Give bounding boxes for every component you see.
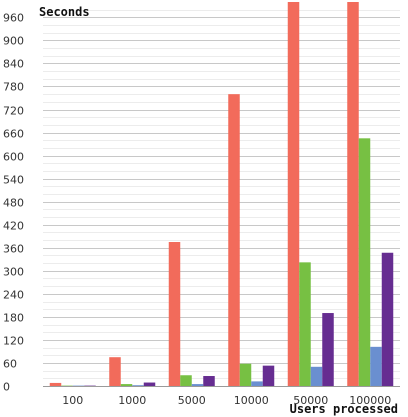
bar-series-3-10000 xyxy=(251,381,263,386)
y-tick-label: 180 xyxy=(3,312,24,325)
y-tick-label: 300 xyxy=(3,266,24,279)
x-tick-label: 100000 xyxy=(349,394,391,407)
y-tick-label: 900 xyxy=(3,35,24,48)
x-tick-label: 1000 xyxy=(118,394,146,407)
x-tick-label: 10000 xyxy=(234,394,269,407)
bar-series-3-100000 xyxy=(370,346,382,386)
bar-series-1-5000 xyxy=(168,242,181,386)
y-tick-label: 420 xyxy=(3,220,24,233)
y-axis-title: Seconds xyxy=(39,5,90,19)
bar-series-3-5000 xyxy=(191,384,204,386)
gridlines xyxy=(43,10,400,379)
y-tick-label: 480 xyxy=(3,197,24,210)
bar-series-2-1000 xyxy=(120,384,133,386)
bar-series-4-50000 xyxy=(322,313,334,386)
y-tick-label: 540 xyxy=(3,174,24,187)
bars xyxy=(49,2,394,387)
bar-series-4-100000 xyxy=(381,252,394,386)
x-tick-labels: 100 1000 5000 10000 50000 100000 xyxy=(62,394,391,407)
bar-series-1-100000 xyxy=(347,2,359,386)
bar-series-2-5000 xyxy=(180,375,192,386)
x-tick-label: 100 xyxy=(62,394,83,407)
bar-series-3-1000 xyxy=(132,385,144,387)
x-tick-label: 5000 xyxy=(178,394,206,407)
y-tick-label: 840 xyxy=(3,58,24,71)
bar-series-4-5000 xyxy=(203,376,215,386)
y-tick-label: 60 xyxy=(3,358,17,371)
y-tick-label: 0 xyxy=(3,381,10,394)
y-tick-label: 960 xyxy=(3,12,24,25)
y-tick-labels: 0 60 120 180 240 300 360 420 480 540 600 660 720 780 8… xyxy=(3,12,24,394)
bar-series-3-50000 xyxy=(310,366,323,386)
x-tick-label: 50000 xyxy=(293,394,328,407)
bar-series-1-100 xyxy=(49,382,62,386)
bar-series-4-10000 xyxy=(262,365,275,386)
y-tick-label: 780 xyxy=(3,81,24,94)
bar-series-1-1000 xyxy=(109,357,121,386)
y-tick-label: 360 xyxy=(3,243,24,256)
bar-series-1-50000 xyxy=(287,2,300,386)
y-tick-label: 600 xyxy=(3,151,24,164)
bar-series-2-10000 xyxy=(239,363,252,386)
bar-series-2-100000 xyxy=(358,138,371,386)
bar-series-2-50000 xyxy=(299,262,311,386)
y-tick-label: 660 xyxy=(3,128,24,141)
bar-series-1-10000 xyxy=(228,94,240,386)
y-tick-label: 120 xyxy=(3,335,24,348)
y-tick-label: 240 xyxy=(3,289,24,302)
x-axis-title: Users processed xyxy=(290,402,398,416)
bar-series-4-1000 xyxy=(143,382,156,386)
y-tick-label: 720 xyxy=(3,105,24,118)
